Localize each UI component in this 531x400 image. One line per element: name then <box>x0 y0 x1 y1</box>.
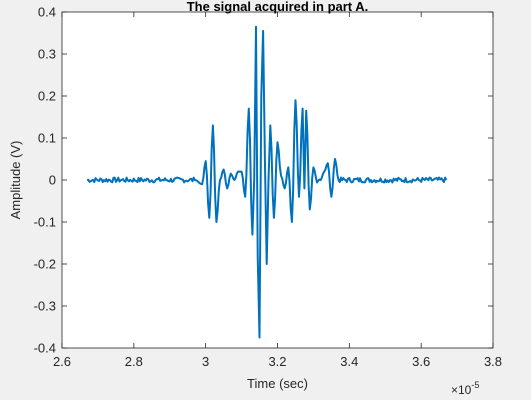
y-tick-label: 0.1 <box>38 131 56 146</box>
y-tick-label: -0.2 <box>34 257 56 272</box>
x-exponent-power: -5 <box>471 380 479 390</box>
y-tick-label: 0 <box>49 173 56 188</box>
x-tick-label: 3.8 <box>484 354 502 369</box>
x-tick-label: 3.4 <box>340 354 358 369</box>
x-tick-label: 3.2 <box>268 354 286 369</box>
chart-title: The signal acquired in part A. <box>187 0 369 14</box>
y-axis-label: Amplitude (V) <box>8 141 23 220</box>
plot-border <box>61 11 494 349</box>
signal-series-line <box>86 25 448 339</box>
x-tick-label: 3.6 <box>412 354 430 369</box>
y-tick-label: -0.1 <box>34 215 56 230</box>
y-tick-label: 0.2 <box>38 89 56 104</box>
x-tick-label: 2.8 <box>125 354 143 369</box>
x-axis-label: Time (sec) <box>247 376 308 391</box>
x-tick-label: 3 <box>202 354 209 369</box>
y-tick-label: -0.3 <box>34 299 56 314</box>
y-tick-label: 0.4 <box>38 5 56 20</box>
axis-tick-labels: 2.6 2.8 3 3.2 3.4 3.6 3.8 -0.4 -0.3 -0.2 -0.1 0 0.1 0… <box>34 5 502 370</box>
x-exponent-base: ×10 <box>451 383 472 397</box>
y-tick-label: 0.3 <box>38 47 56 62</box>
y-tick-label: -0.4 <box>34 341 56 356</box>
x-axis-exponent: ×10-5 <box>451 380 479 397</box>
x-tick-label: 2.6 <box>53 354 71 369</box>
